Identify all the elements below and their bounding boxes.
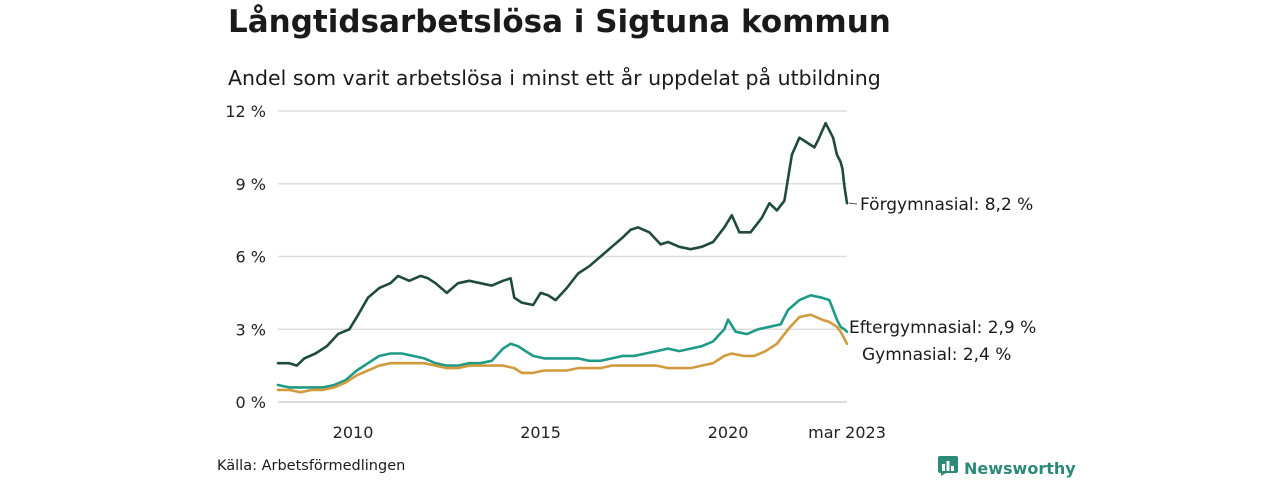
label-leader <box>848 202 858 205</box>
brand-logo[interactable]: Newsworthy <box>938 456 1076 480</box>
series-line-eftergymnasial <box>276 294 849 389</box>
chart-title: Långtidsarbetslösa i Sigtuna kommun <box>228 4 891 40</box>
series-layer <box>276 121 849 394</box>
y-tick-label: 0 % <box>236 393 266 412</box>
chart-subtitle: Andel som varit arbetslösa i minst ett å… <box>228 66 881 90</box>
brand-name: Newsworthy <box>964 458 1076 478</box>
series-line-gymnasial <box>276 313 849 394</box>
x-axis-tick-labels: 2010 2015 2020 mar 2023 <box>333 423 886 442</box>
x-tick-label: mar 2023 <box>808 423 886 442</box>
y-tick-label: 12 % <box>225 102 266 121</box>
y-tick-label: 9 % <box>236 175 266 194</box>
end-labels: Förgymnasial: 8,2 % Eftergymnasial: 2,9 %… <box>848 195 1036 365</box>
x-tick-label: 2015 <box>520 423 561 442</box>
x-tick-label: 2020 <box>708 423 749 442</box>
newsworthy-logo-icon <box>938 456 958 480</box>
source-note: Källa: Arbetsförmedlingen <box>217 458 406 474</box>
y-tick-label: 3 % <box>236 320 266 339</box>
series-line-förgymnasial <box>276 121 849 367</box>
end-label-gymnasial: Gymnasial: 2,4 % <box>862 345 1011 365</box>
x-tick-label: 2010 <box>333 423 374 442</box>
end-label-förgymnasial: Förgymnasial: 8,2 % <box>860 195 1033 215</box>
y-tick-label: 6 % <box>236 248 266 267</box>
y-axis-tick-labels: 0 % 3 % 6 % 9 % 12 % <box>225 102 266 412</box>
grid-layer <box>278 110 847 403</box>
end-label-eftergymnasial: Eftergymnasial: 2,9 % <box>849 318 1036 338</box>
